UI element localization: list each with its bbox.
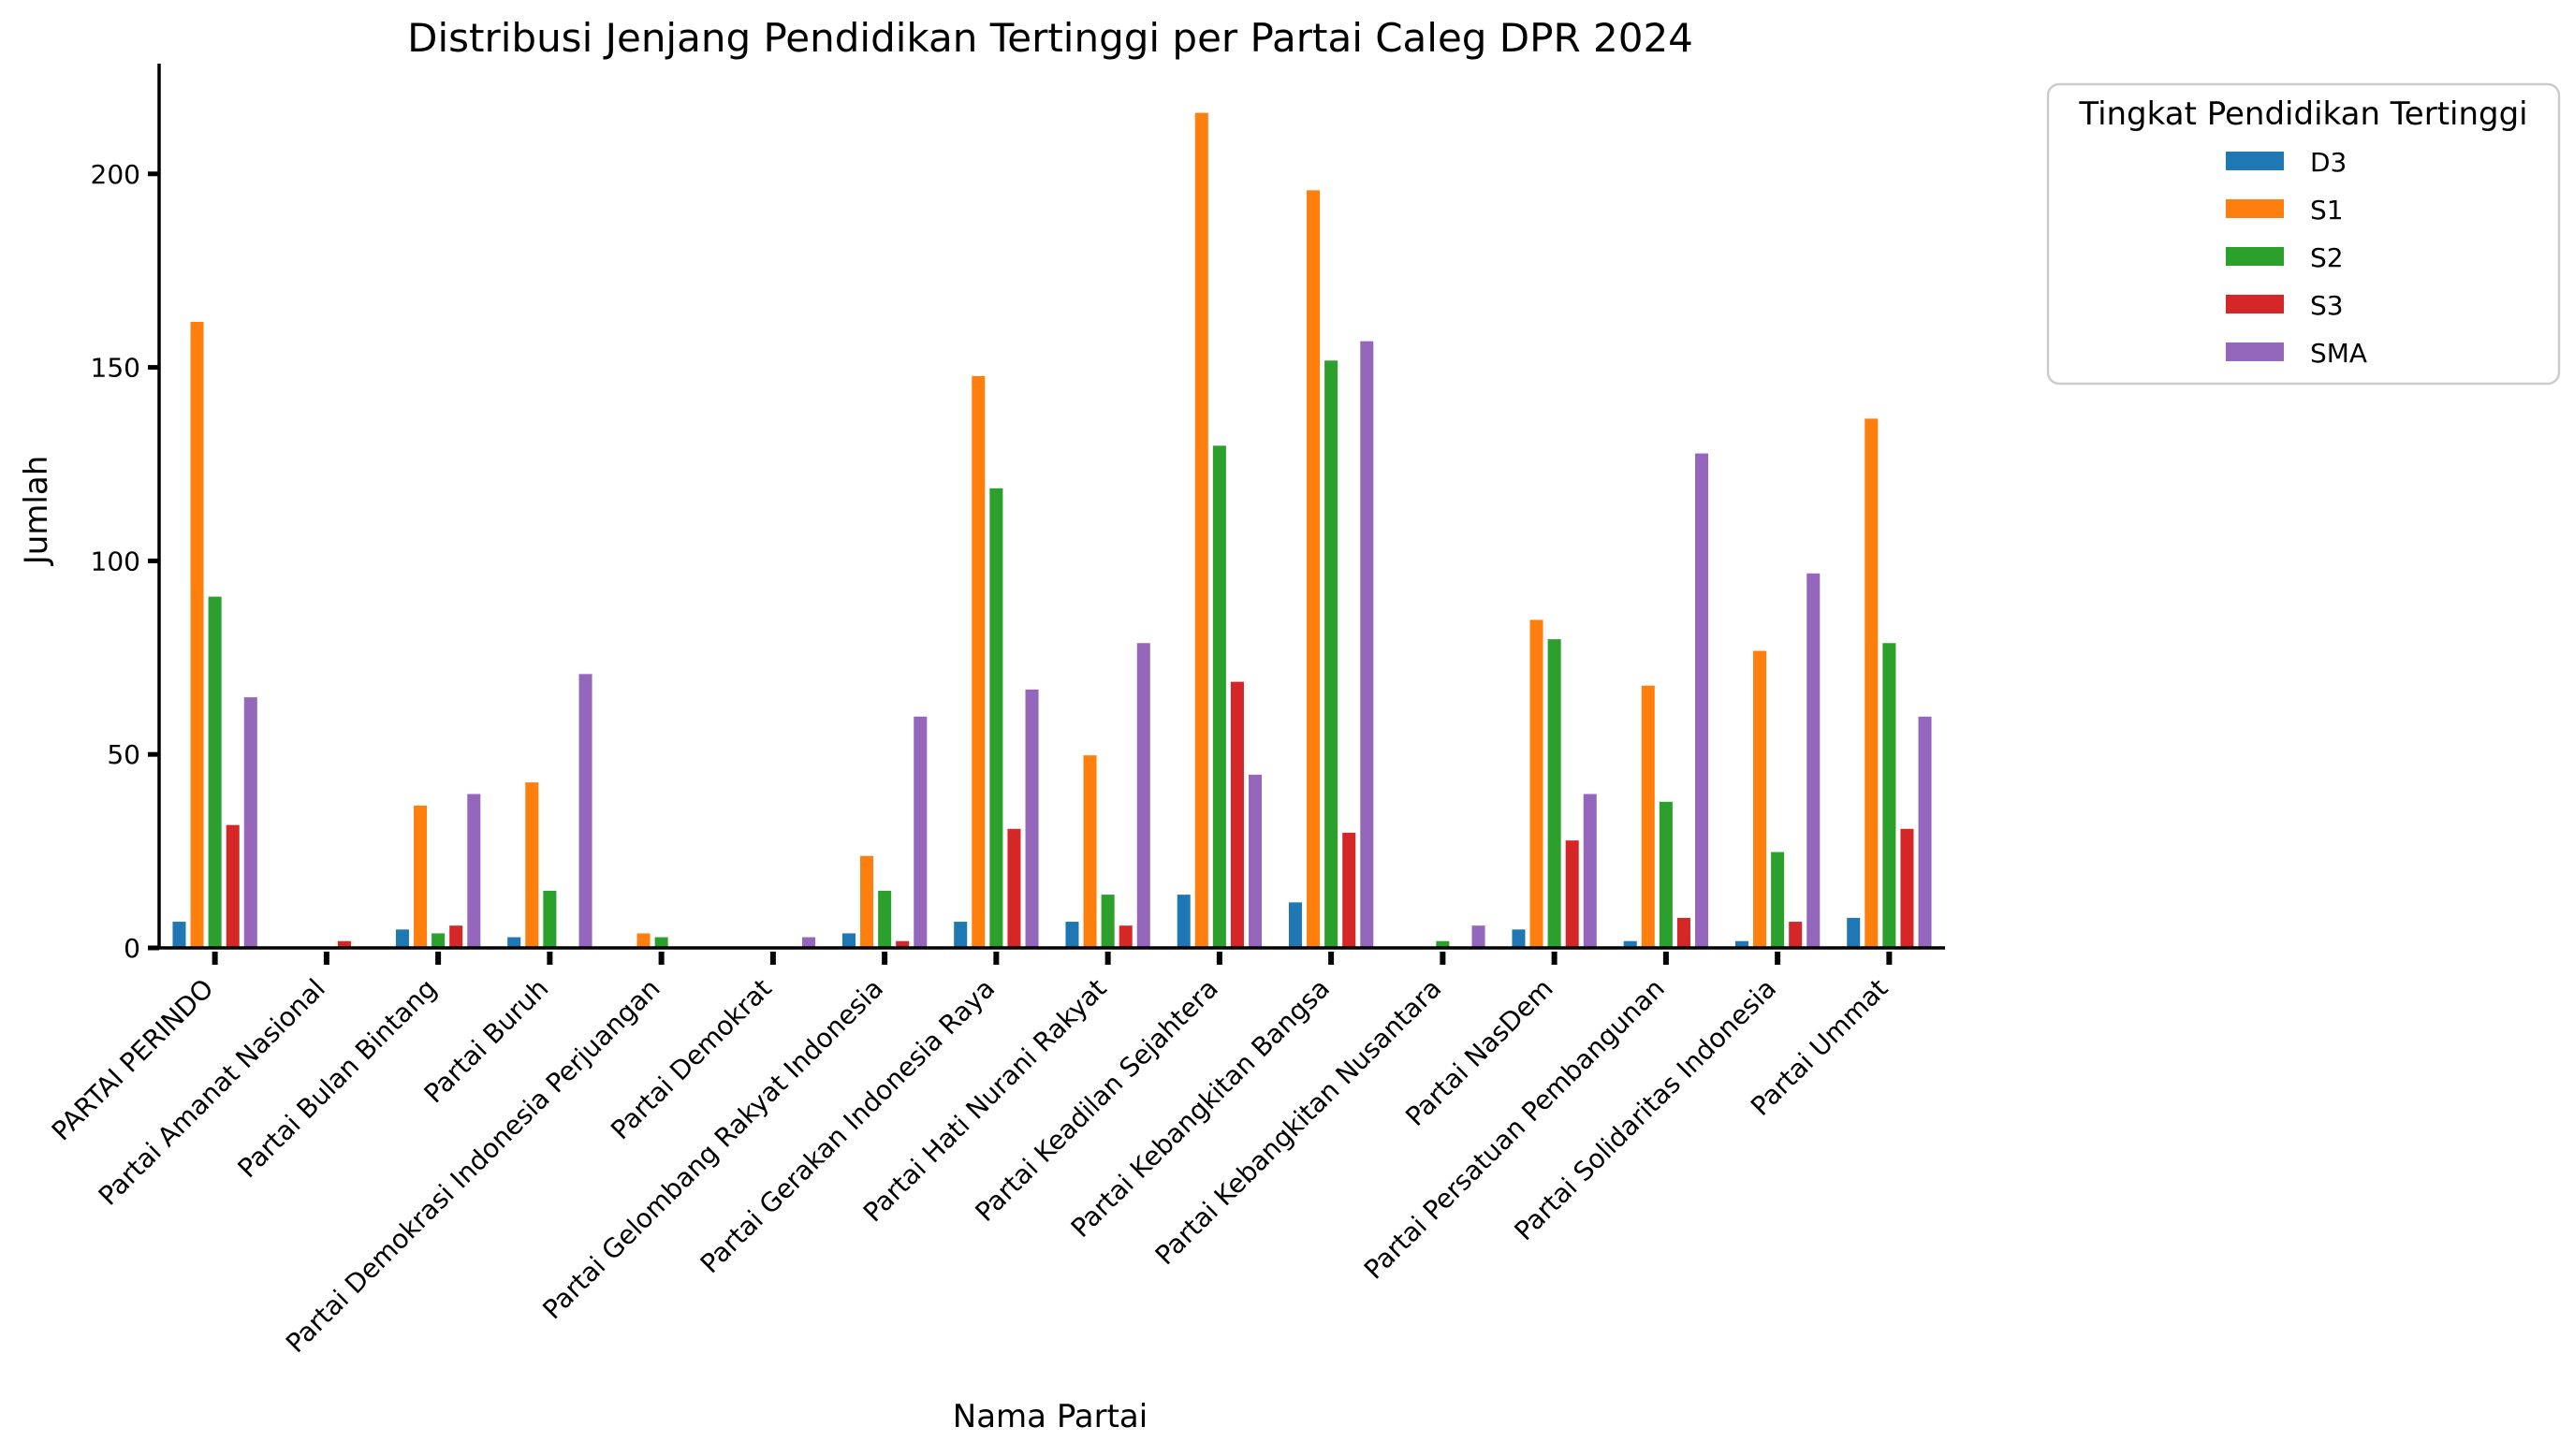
bar-sma-14 xyxy=(1805,571,1822,949)
bar-sma-9 xyxy=(1247,772,1265,949)
bar-s2-12 xyxy=(1545,637,1563,949)
x-axis-label: Nama Partai xyxy=(953,1398,1148,1435)
bar-s1-6 xyxy=(858,853,876,949)
bar-s3-2 xyxy=(447,924,465,949)
bar-s2-10 xyxy=(1323,358,1340,949)
y-tick-label: 0 xyxy=(124,933,140,964)
bar-s3-8 xyxy=(1117,924,1134,949)
bar-s3-15 xyxy=(1898,826,1916,949)
bar-s2-13 xyxy=(1657,799,1675,950)
bar-sma-13 xyxy=(1693,451,1711,950)
bar-s3-10 xyxy=(1340,830,1358,949)
bar-s2-8 xyxy=(1099,893,1117,949)
bar-s3-14 xyxy=(1787,920,1805,949)
bar-s1-9 xyxy=(1192,110,1210,949)
legend-label-s1: S1 xyxy=(2310,195,2344,226)
legend-title: Tingkat Pendidikan Tertinggi xyxy=(2078,95,2527,133)
bar-s3-9 xyxy=(1228,679,1246,949)
bar-s2-0 xyxy=(206,594,224,949)
bar-d3-6 xyxy=(840,931,857,950)
bar-d3-9 xyxy=(1175,893,1192,949)
bar-d3-3 xyxy=(505,935,523,950)
y-tick-label: 50 xyxy=(107,739,140,770)
y-axis-label: Jumlah xyxy=(18,456,55,567)
bar-sma-7 xyxy=(1023,687,1041,949)
bar-sma-2 xyxy=(465,792,483,949)
legend-label-s3: S3 xyxy=(2310,290,2344,321)
x-tick-label: Partai Bulan Bintang xyxy=(231,973,443,1185)
bar-sma-12 xyxy=(1581,792,1599,949)
bar-d3-12 xyxy=(1510,927,1528,950)
y-tick-label: 200 xyxy=(91,159,140,190)
bar-sma-5 xyxy=(800,935,818,950)
bar-s3-12 xyxy=(1563,838,1581,949)
bar-sma-8 xyxy=(1134,641,1152,949)
bar-s1-7 xyxy=(970,373,987,949)
legend-swatch-s3 xyxy=(2226,295,2284,313)
bar-d3-8 xyxy=(1063,920,1081,949)
bar-s2-14 xyxy=(1769,850,1787,949)
bar-d3-2 xyxy=(393,927,411,950)
bar-sma-3 xyxy=(577,672,594,949)
legend-box xyxy=(2046,82,2561,386)
bar-s1-14 xyxy=(1751,648,1769,950)
x-tick-label: Partai Amanat Nasional xyxy=(93,973,331,1212)
bar-s1-12 xyxy=(1528,618,1545,949)
legend-swatch-s2 xyxy=(2226,247,2284,266)
bar-s1-8 xyxy=(1081,753,1099,950)
bar-d3-7 xyxy=(952,920,970,949)
bar-sma-0 xyxy=(241,695,259,949)
plot-area xyxy=(170,110,1934,950)
legend: Tingkat Pendidikan Tertinggi D3 S1 S2 S3 SMA xyxy=(2046,82,2561,386)
bar-s2-3 xyxy=(541,888,559,950)
bar-s2-4 xyxy=(652,935,670,950)
legend-label-sma: SMA xyxy=(2310,338,2367,369)
bar-s2-15 xyxy=(1880,641,1898,949)
bar-sma-11 xyxy=(1470,924,1487,949)
bar-s3-0 xyxy=(224,823,241,950)
y-axis: 0 50 100 150 200 xyxy=(91,64,161,964)
bar-s1-13 xyxy=(1639,683,1657,949)
bar-s1-4 xyxy=(635,931,652,950)
bar-s1-10 xyxy=(1305,188,1323,950)
legend-swatch-sma xyxy=(2226,342,2284,361)
legend-label-s2: S2 xyxy=(2310,242,2344,273)
bar-s1-0 xyxy=(188,319,206,950)
bar-s2-6 xyxy=(876,888,894,950)
bar-s1-3 xyxy=(523,780,541,950)
bar-sma-10 xyxy=(1358,339,1376,949)
bar-s2-7 xyxy=(987,486,1005,949)
x-tick-label: Partai Demokrasi Indonesia Perjuangan xyxy=(280,973,666,1360)
bar-d3-10 xyxy=(1286,900,1304,949)
legend-label-d3: D3 xyxy=(2310,147,2347,178)
bar-d3-0 xyxy=(170,920,188,949)
bar-s3-7 xyxy=(1005,826,1023,949)
bar-d3-15 xyxy=(1845,915,1863,949)
bar-s2-9 xyxy=(1210,444,1228,949)
y-tick-label: 150 xyxy=(91,353,140,384)
bar-sma-6 xyxy=(912,714,929,950)
legend-swatch-d3 xyxy=(2226,152,2284,170)
bar-s3-13 xyxy=(1675,915,1692,949)
bar-s1-2 xyxy=(412,803,430,949)
bar-s1-15 xyxy=(1863,416,1880,949)
legend-swatch-s1 xyxy=(2226,199,2284,218)
bar-sma-15 xyxy=(1916,714,1934,950)
y-tick-label: 100 xyxy=(91,546,140,576)
bar-s2-2 xyxy=(430,931,447,950)
chart-title: Distribusi Jenjang Pendidikan Tertinggi … xyxy=(407,15,1693,61)
